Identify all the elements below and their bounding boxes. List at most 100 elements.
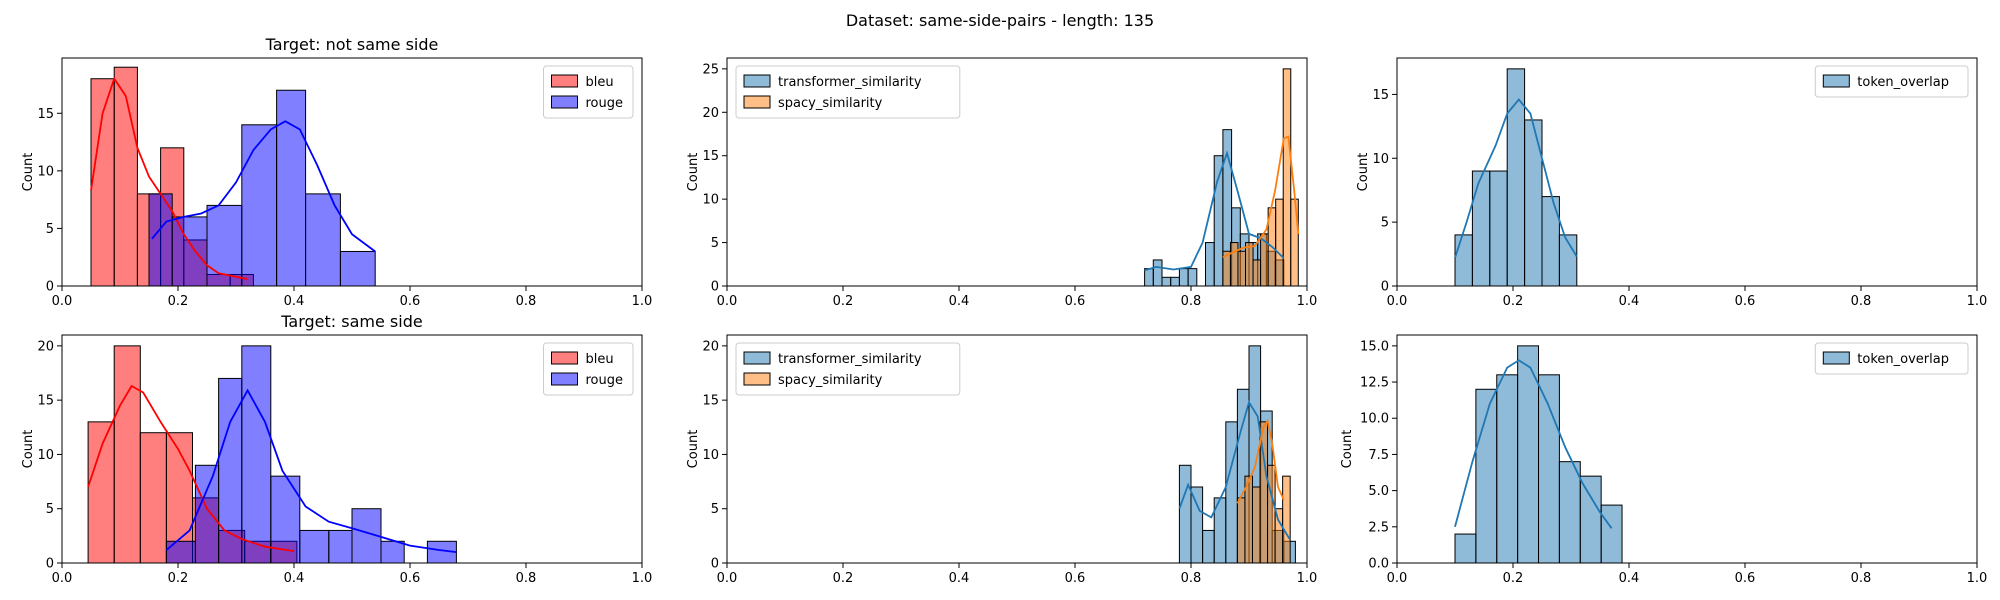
histogram-bar [1600, 504, 1623, 563]
y-tick-label: 15 [37, 394, 54, 409]
legend-frame [1814, 65, 1969, 98]
subplot-bleu-rouge-not-same-side: 0.0 0.2 0.4 0.6 0.8 1.0 0 5 10 15 Count Target: not… [21, 35, 652, 309]
x-tick-label: 0.2 [168, 571, 189, 586]
subplot-similarity-same-side: 0.0 0.2 0.4 0.6 0.8 1.0 0 5 10 15 20 Count transform… [686, 334, 1318, 586]
x-tick-label: 1.0 [632, 571, 653, 586]
y-tick-label: 15 [702, 149, 719, 164]
x-tick-label: 0.6 [400, 294, 421, 309]
y-axis-label: Count [1340, 430, 1355, 469]
x-tick-label: 0.6 [400, 571, 421, 586]
kde-line-transformer_similarity [1178, 400, 1291, 540]
histogram-bar [241, 345, 272, 563]
histogram-bar [1190, 486, 1204, 563]
legend: token_overlap [1814, 65, 1969, 98]
x-tick-label: 1.0 [1297, 571, 1318, 586]
histogram-bar [1275, 198, 1284, 286]
x-tick-label: 0.2 [1503, 571, 1524, 586]
histogram-bar [1282, 68, 1292, 286]
y-tick-label: 5 [1381, 216, 1389, 231]
kde-line-rouge [165, 388, 457, 553]
histogram-bar [1489, 170, 1508, 286]
histogram-bar [1471, 170, 1491, 286]
y-tick-label: 5 [46, 222, 54, 237]
histogram-bar [194, 464, 220, 563]
histogram-bar [1267, 464, 1276, 563]
legend-swatch [743, 95, 771, 109]
x-tick-label: 0.6 [1735, 571, 1756, 586]
histogram-bar [1202, 529, 1215, 563]
histogram-bar [1187, 268, 1198, 286]
histogram-bar [1558, 461, 1581, 563]
histogram-bar [1454, 533, 1477, 563]
y-tick-label: 7.5 [1368, 448, 1389, 463]
legend-frame [1814, 342, 1969, 375]
legend-swatch [743, 74, 771, 88]
y-tick-label: 0 [711, 557, 719, 572]
x-tick-label: 0.8 [1181, 571, 1202, 586]
legend-entry-label: token_overlap [1857, 352, 1949, 367]
histogram-bar [1506, 68, 1526, 286]
histogram-bar [1290, 198, 1299, 286]
y-tick-label: 0 [46, 280, 54, 295]
subplot-title: Target: same side [280, 312, 422, 331]
legend-swatch [551, 95, 578, 109]
legend-swatch [743, 372, 771, 386]
legend-entry-label: bleu [586, 352, 614, 367]
y-tick-label: 10.0 [1360, 412, 1389, 427]
legend-entry-label: bleu [586, 75, 614, 90]
x-tick-label: 1.0 [632, 294, 653, 309]
histogram-bar [139, 432, 167, 563]
kde-line-rouge [151, 120, 376, 253]
x-tick-label: 0.8 [516, 571, 537, 586]
legend: bleu rouge [543, 342, 634, 396]
histogram-bar [1237, 250, 1247, 286]
kde-line-spacy_similarity [1236, 418, 1285, 504]
histogram-bar [1454, 234, 1473, 286]
subplot-bleu-rouge-same-side: 0.0 0.2 0.4 0.6 0.8 1.0 0 5 10 15 20 Count Target: s… [21, 312, 652, 586]
legend-swatch [551, 351, 578, 365]
subplot-title: Target: not same side [265, 35, 439, 54]
x-tick-label: 0.4 [1619, 294, 1640, 309]
legend-entry-label: rouge [586, 373, 624, 388]
legend: transformer_similarity spacy_similarity [735, 65, 961, 119]
histogram-bar [1251, 486, 1261, 563]
subplot-similarity-not-same-side: 0.0 0.2 0.4 0.6 0.8 1.0 0 5 10 15 20 25 Count transfo… [686, 57, 1318, 309]
kde-line-bleu [90, 76, 248, 280]
x-tick-label: 1.0 [1967, 294, 1988, 309]
x-tick-label: 0.8 [1851, 294, 1872, 309]
y-tick-label: 5 [711, 236, 719, 251]
x-tick-label: 1.0 [1297, 294, 1318, 309]
y-tick-label: 5 [711, 502, 719, 517]
x-tick-label: 0.4 [284, 294, 305, 309]
series-rouge [148, 89, 376, 286]
x-tick-label: 0.2 [1503, 294, 1524, 309]
x-tick-label: 0.8 [1181, 294, 1202, 309]
y-tick-label: 10 [37, 164, 54, 179]
kde-line-token_overlap [1454, 98, 1578, 259]
plot-area [90, 66, 376, 286]
plot-area [1454, 68, 1578, 286]
y-tick-label: 20 [37, 339, 54, 354]
legend-entry-label: token_overlap [1857, 75, 1949, 90]
legend-swatch [1822, 351, 1850, 365]
histogram-bar [276, 89, 307, 286]
histogram-bar [1496, 374, 1519, 563]
legend-swatch [1822, 74, 1850, 88]
x-tick-label: 0.0 [52, 571, 73, 586]
y-tick-label: 10 [37, 448, 54, 463]
y-tick-label: 10 [702, 448, 719, 463]
y-tick-label: 15 [702, 394, 719, 409]
legend-entry-label: spacy_similarity [778, 96, 883, 111]
plot-area [1178, 345, 1296, 563]
histogram-bar [241, 124, 278, 286]
y-tick-label: 5 [46, 502, 54, 517]
plot-area [1144, 68, 1300, 286]
plot-area [1454, 345, 1623, 563]
histogram-bar [1538, 374, 1560, 563]
histogram-bar [328, 529, 353, 563]
histogram-bar [206, 204, 243, 286]
histogram-bar [1252, 259, 1262, 286]
kde-line-transformer_similarity [1144, 150, 1285, 272]
x-tick-label: 0.8 [1851, 571, 1872, 586]
legend-frame [735, 342, 961, 396]
